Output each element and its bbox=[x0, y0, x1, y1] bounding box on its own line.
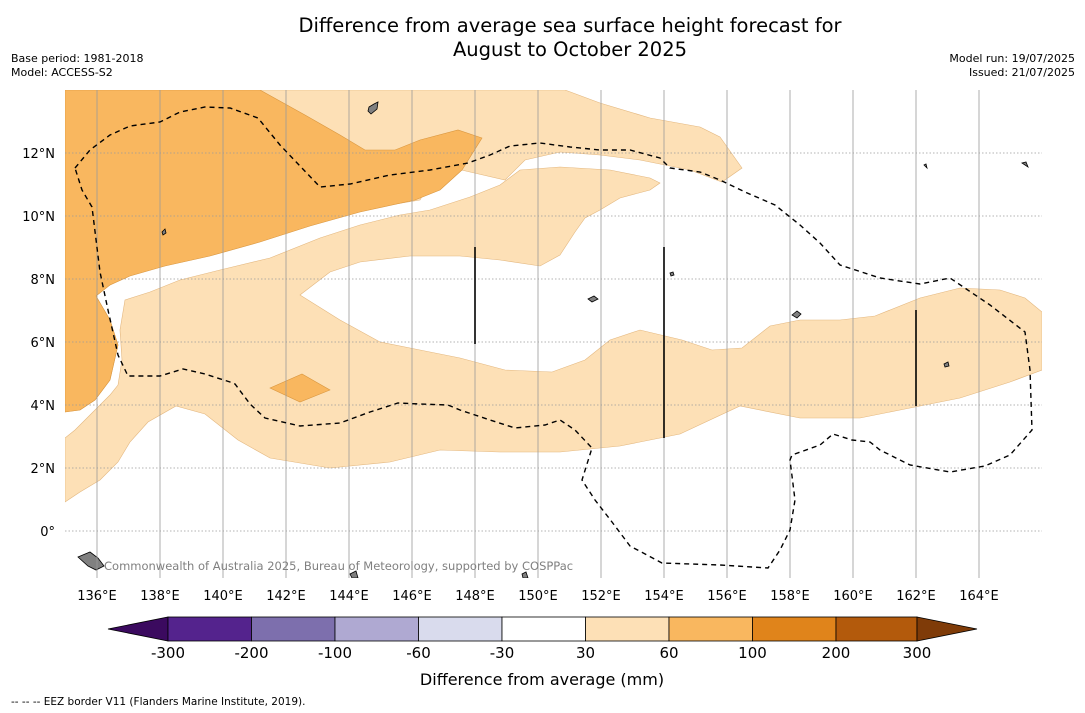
colorbar-swatch bbox=[251, 616, 336, 642]
y-tick-label: 12°N bbox=[22, 147, 55, 162]
gridlines bbox=[65, 90, 1042, 578]
x-tick-label: 156°E bbox=[707, 589, 747, 604]
colorbar-swatch bbox=[585, 616, 670, 642]
land-masses bbox=[77, 101, 1029, 578]
x-tick-label: 154°E bbox=[644, 589, 684, 604]
run-info-right: Model run: 19/07/2025 Issued: 21/07/2025 bbox=[949, 52, 1075, 80]
run-info-left: Base period: 1981-2018 Model: ACCESS-S2 bbox=[11, 52, 143, 80]
eez-legend-note: -- -- -- EEZ border V11 (Flanders Marine… bbox=[11, 696, 306, 708]
colorbar-extend-low bbox=[107, 616, 169, 642]
y-tick-label: 10°N bbox=[22, 210, 55, 225]
x-tick-label: 152°E bbox=[581, 589, 621, 604]
x-tick-label: 160°E bbox=[833, 589, 873, 604]
colorbar-label: 60 bbox=[659, 644, 678, 662]
x-tick-label: 144°E bbox=[329, 589, 369, 604]
colorbar-swatch bbox=[752, 616, 837, 642]
colorbar-swatch bbox=[501, 616, 586, 642]
colorbar-label: 30 bbox=[576, 644, 595, 662]
colorbar-swatch bbox=[418, 616, 503, 642]
anomaly-band-60-100 bbox=[65, 90, 483, 413]
x-tick-label: 140°E bbox=[203, 589, 243, 604]
y-tick-label: 6°N bbox=[31, 336, 56, 351]
colorbar-label: -100 bbox=[318, 644, 352, 662]
x-tick-label: 138°E bbox=[140, 589, 180, 604]
x-tick-label: 164°E bbox=[959, 589, 999, 604]
copyright-text: Commonwealth of Australia 2025, Bureau o… bbox=[104, 559, 573, 573]
x-tick-label: 146°E bbox=[392, 589, 432, 604]
model-run-date: Model run: 19/07/2025 bbox=[949, 52, 1075, 65]
issued-date: Issued: 21/07/2025 bbox=[968, 66, 1075, 79]
colorbar-label: 100 bbox=[738, 644, 767, 662]
colorbar-label: -30 bbox=[490, 644, 515, 662]
y-tick-label: 2°N bbox=[31, 462, 56, 477]
y-tick-label: 4°N bbox=[31, 399, 56, 414]
eez-boundary-segments bbox=[474, 247, 917, 438]
colorbar-label: -60 bbox=[406, 644, 431, 662]
colorbar-swatch bbox=[167, 616, 252, 642]
colorbar-label: -200 bbox=[234, 644, 268, 662]
colorbar-extend-high bbox=[916, 616, 978, 642]
x-tick-label: 136°E bbox=[77, 589, 117, 604]
colorbar-swatch bbox=[835, 616, 918, 642]
x-tick-label: 162°E bbox=[896, 589, 936, 604]
colorbar-label: 200 bbox=[822, 644, 851, 662]
colorbar-label: 300 bbox=[903, 644, 932, 662]
y-tick-label: 0° bbox=[40, 525, 55, 540]
colorbar-swatch bbox=[668, 616, 753, 642]
colorbar bbox=[107, 616, 978, 642]
title-line-1: Difference from average sea surface heig… bbox=[298, 14, 842, 37]
base-period: Base period: 1981-2018 bbox=[11, 52, 144, 65]
colorbar-label: -300 bbox=[151, 644, 185, 662]
x-tick-label: 158°E bbox=[770, 589, 810, 604]
title-line-2: August to October 2025 bbox=[452, 38, 688, 61]
map-panel bbox=[65, 90, 1042, 578]
x-axis-ticks: 136°E 138°E 140°E 142°E 144°E 146°E 148°… bbox=[77, 589, 999, 604]
x-tick-label: 142°E bbox=[266, 589, 306, 604]
colorbar-swatch bbox=[334, 616, 419, 642]
y-tick-label: 8°N bbox=[31, 273, 56, 288]
colorbar-labels: -300 -200 -100 -60 -30 30 60 100 200 300 bbox=[151, 644, 931, 662]
colorbar-title: Difference from average (mm) bbox=[420, 670, 664, 689]
x-tick-label: 150°E bbox=[518, 589, 558, 604]
map-title: Difference from average sea surface heig… bbox=[0, 14, 1085, 62]
eez-borders bbox=[74, 106, 1033, 569]
model-name: Model: ACCESS-S2 bbox=[11, 66, 113, 79]
y-axis-ticks: 12°N 10°N 8°N 6°N 4°N 2°N 0° bbox=[22, 147, 55, 540]
x-tick-label: 148°E bbox=[455, 589, 495, 604]
